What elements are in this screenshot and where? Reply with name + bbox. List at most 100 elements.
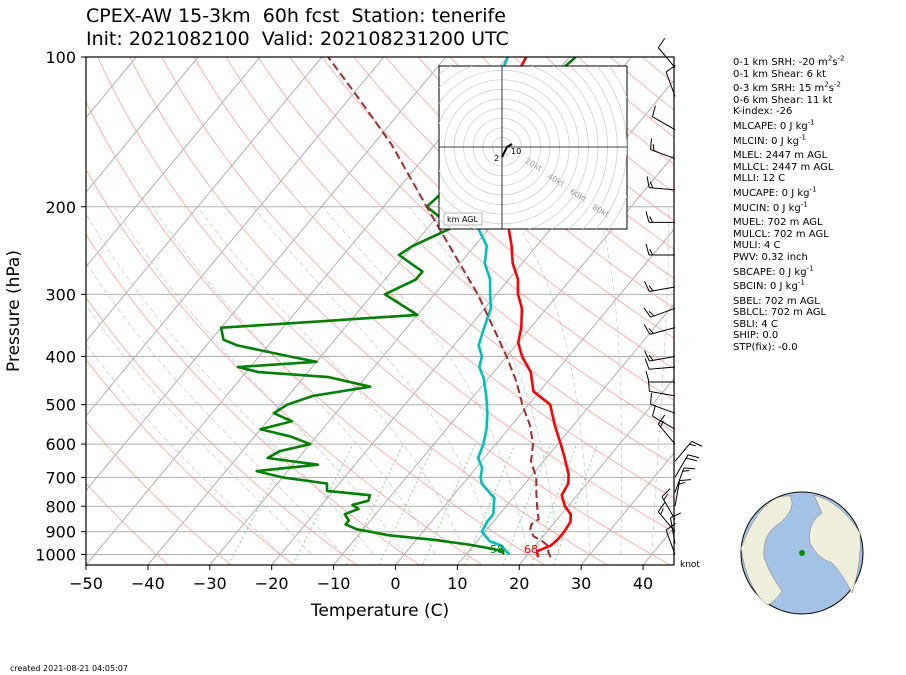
surface-dewpoint-label: 58 (490, 543, 504, 556)
y-tick-label: 100 (45, 48, 76, 67)
locator-globe (740, 491, 864, 615)
wind-barb-flag (645, 211, 650, 223)
wind-barb-shaft (649, 187, 676, 191)
index-line: MLEL: 2447 m AGL (733, 150, 828, 162)
wind-barb-flag (648, 310, 655, 317)
x-tick-label: −40 (131, 574, 165, 593)
dry-adiabat (161, 57, 674, 533)
index-line: 0-3 km SRH: 15 m2s-2 (733, 80, 841, 95)
mixing-ratio-line (345, 443, 404, 565)
wind-barb-flag (679, 479, 691, 482)
wind-barb-shaft (657, 511, 676, 533)
x-tick-label: −50 (69, 574, 103, 593)
wind-barb-flag (652, 144, 655, 151)
wind-barb-flag (686, 457, 698, 462)
globe-land-africa-europe (809, 494, 861, 594)
x-tick-label: −10 (317, 574, 351, 593)
hodograph-height-label: 2 (494, 154, 499, 163)
index-line: SBEL: 702 m AGL (733, 295, 820, 307)
isotherm (86, 57, 509, 565)
dry-adiabat (86, 358, 295, 565)
wind-barb-flag (651, 405, 656, 417)
index-line: SBCAPE: 0 J kg-1 (733, 264, 814, 278)
mixing-ratio-line (422, 443, 476, 565)
wind-barb-flag (670, 512, 682, 519)
hodograph-legend-box (443, 212, 483, 226)
index-line: K-index: -26 (733, 106, 793, 118)
wind-barb-flag (678, 481, 686, 485)
x-axis-label: Temperature (C) (310, 601, 449, 621)
isotherm (518, 377, 674, 565)
wind-barb-flag (645, 243, 650, 256)
station-marker (799, 550, 805, 556)
y-axis-label: Pressure (hPa) (4, 250, 24, 372)
wind-barb-flag (657, 502, 666, 513)
dry-adiabat (289, 57, 674, 401)
dry-adiabat (86, 420, 232, 565)
wind-barb-shaft (669, 517, 676, 544)
y-tick-label: 1000 (35, 545, 76, 564)
wind-barb-flag (645, 370, 650, 383)
index-line: MUCIN: 0 J kg-1 (733, 200, 808, 214)
dry-adiabat (257, 57, 674, 433)
dry-adiabat (86, 482, 169, 565)
wind-barb-flag (648, 285, 654, 292)
created-timestamp: created 2021-08-21 04:05:07 (10, 664, 128, 673)
index-line: PWV: 0.32 inch (733, 251, 808, 263)
dry-adiabat (353, 57, 674, 339)
wind-barb-shaft (661, 496, 676, 520)
isotherm (86, 57, 385, 417)
wind-barb-flag (683, 467, 696, 470)
y-tick-label: 700 (45, 468, 76, 487)
wind-unit-label: knot (680, 560, 700, 570)
mixing-ratio-line (378, 443, 435, 565)
wind-barb-shaft (665, 529, 676, 555)
y-tick-label: 200 (45, 198, 76, 217)
index-line: MLCAPE: 0 J kg-1 (733, 118, 815, 132)
wind-barb-shaft (674, 441, 693, 462)
index-line: STP(fix): -0.0 (733, 342, 798, 354)
dry-adiabat (97, 57, 608, 565)
dry-adiabat (225, 57, 674, 466)
y-tick-label: 500 (45, 396, 76, 415)
index-line: SBLCL: 702 m AGL (733, 307, 827, 319)
moist-adiabat (197, 206, 467, 555)
x-tick-label: 40 (633, 574, 653, 593)
y-tick-label: 900 (45, 523, 76, 542)
y-tick-label: 600 (45, 435, 76, 454)
wind-barb-flag (649, 248, 654, 256)
wind-barb-flag (682, 470, 690, 472)
isotherm (395, 228, 674, 565)
wind-barb-shaft (650, 149, 676, 160)
moist-adiabat (86, 213, 374, 555)
wind-barb-shaft (650, 307, 676, 318)
index-line: SBLI: 4 C (733, 318, 778, 330)
surface-temp-label: 68 (524, 543, 538, 556)
wind-barb-shaft (674, 467, 685, 493)
hodograph-frame (438, 65, 628, 230)
wind-barb-flag (650, 138, 653, 150)
dry-adiabat (86, 168, 483, 565)
wind-barb-shaft (649, 390, 676, 397)
wind-barb-flag (646, 176, 650, 188)
wind-barb-shaft (674, 480, 681, 507)
moist-adiabat (408, 206, 560, 555)
dry-adiabat (193, 57, 674, 499)
moist-adiabat (597, 206, 622, 555)
mixing-ratio-line (553, 443, 599, 565)
moist-adiabat (252, 206, 498, 555)
dry-adiabat (86, 100, 546, 565)
index-line: SHIP: 0.0 (733, 330, 779, 342)
wind-barb-flag (649, 181, 654, 189)
wind-barb-flag (657, 414, 666, 425)
wind-barb-flag (657, 37, 666, 48)
moist-adiabat (506, 206, 591, 555)
wind-barb-shaft (657, 423, 676, 445)
chart-title: CPEX-AW 15-3km 60h fcst Station: tenerif… (86, 5, 506, 27)
wind-barb-flag (643, 324, 651, 335)
wind-barb-shaft (649, 286, 676, 293)
wind-barb-shaft (650, 403, 676, 414)
index-line: 0-1 km SRH: -20 m2s-2 (733, 54, 845, 68)
